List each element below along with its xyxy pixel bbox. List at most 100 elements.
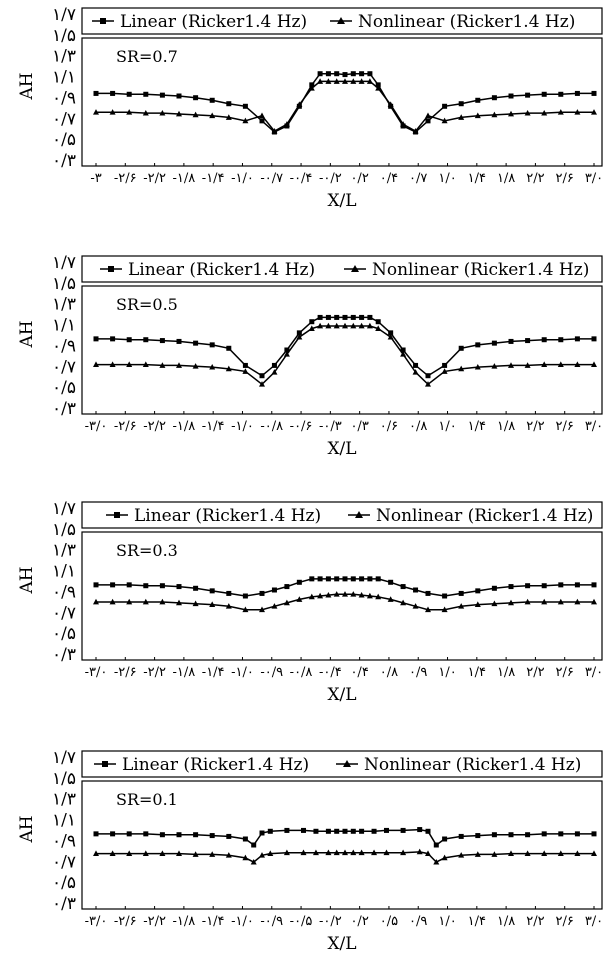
x-tick-label: ۰/۸ [380, 665, 398, 680]
y-tick-label: ۰/۳ [52, 645, 76, 665]
legend-marker-triangle [343, 760, 351, 767]
data-point-nonlinear [491, 851, 498, 857]
data-point-nonlinear [350, 849, 357, 856]
data-point-nonlinear [225, 365, 232, 372]
data-point-nonlinear [192, 111, 199, 118]
legend-box [81, 501, 603, 529]
data-point-nonlinear [387, 596, 394, 602]
data-point-nonlinear [142, 361, 149, 367]
data-point-linear [342, 314, 348, 320]
x-tick-label: -۲/۲ [143, 914, 166, 929]
data-point-linear [143, 91, 149, 97]
data-point-linear [126, 582, 132, 588]
data-point-linear [413, 587, 419, 593]
data-point-linear [413, 362, 419, 368]
x-tick-label: ۱/۸ [497, 419, 515, 434]
x-tick-label: -۰/۲ [319, 914, 342, 929]
x-tick-label: -۱/۰ [231, 171, 254, 186]
x-tick-label: -۲/۶ [114, 665, 137, 680]
data-point-linear [367, 576, 373, 582]
data-point-nonlinear [333, 849, 340, 856]
legend-label-linear: Linear (Ricker1.4 Hz) [120, 12, 307, 32]
legend-marker-square [114, 512, 120, 518]
data-point-nonlinear [317, 78, 324, 84]
data-point-nonlinear [325, 78, 332, 84]
data-point-linear [558, 831, 564, 837]
legend-marker-square [108, 266, 114, 272]
data-point-linear [491, 95, 497, 101]
data-point-nonlinear [508, 362, 514, 368]
data-point-linear [309, 319, 315, 325]
y-tick-label: ۱/۷ [52, 5, 76, 25]
data-point-nonlinear [126, 361, 133, 367]
data-point-nonlinear [557, 598, 564, 605]
data-point-linear [159, 583, 165, 589]
x-tick-label: ۱/۴ [468, 419, 486, 434]
x-tick-label: -۰/۵ [290, 914, 313, 929]
data-point-nonlinear [109, 598, 116, 605]
data-point-linear [591, 90, 597, 96]
y-tick-label: ۰/۵ [52, 873, 76, 893]
data-point-nonlinear [458, 114, 465, 120]
data-point-nonlinear [508, 110, 514, 117]
data-point-nonlinear [491, 600, 498, 607]
data-point-nonlinear [317, 322, 324, 329]
x-tick-label: -۱/۴ [202, 419, 225, 434]
x-tick-label: ۳/۰ [585, 665, 603, 680]
data-point-nonlinear [375, 85, 382, 91]
x-tick-label: -۳/۰ [85, 419, 108, 434]
data-point-nonlinear [524, 850, 531, 856]
data-point-linear [525, 583, 531, 589]
x-tick-label: ۰/۹ [409, 914, 427, 929]
y-axis-label: AH [17, 566, 37, 594]
x-tick-label: -۱/۸ [173, 665, 196, 680]
data-point-linear [242, 362, 248, 368]
y-tick-label: ۱/۵ [52, 520, 76, 540]
data-point-nonlinear [412, 369, 419, 375]
x-tick-label: ۱/۰ [438, 665, 456, 680]
data-point-nonlinear [242, 368, 249, 374]
data-point-nonlinear [425, 850, 431, 856]
data-point-nonlinear [192, 600, 199, 607]
y-tick-label: ۰/۹ [52, 336, 76, 356]
x-tick-label: ۱/۰ [438, 171, 456, 186]
x-tick-label: -۰/۶ [290, 419, 313, 434]
data-point-linear [475, 833, 481, 839]
data-point-nonlinear [350, 322, 357, 329]
data-point-linear [284, 584, 290, 590]
data-point-linear [558, 582, 564, 588]
data-point-linear [558, 337, 564, 343]
data-point-nonlinear [259, 381, 265, 387]
data-point-nonlinear [159, 109, 166, 116]
data-point-linear [193, 340, 199, 346]
data-point-nonlinear [283, 121, 290, 127]
y-tick-label: ۱/۵ [52, 274, 76, 294]
data-point-linear [442, 593, 448, 599]
x-tick-label: ۰/۴ [350, 665, 368, 680]
x-tick-label: ۱/۴ [468, 914, 486, 929]
data-point-nonlinear [541, 850, 548, 856]
data-point-linear [491, 585, 497, 591]
data-point-linear [143, 583, 149, 589]
y-tick-label: ۰/۷ [52, 852, 76, 872]
data-point-linear [267, 828, 273, 834]
data-point-linear [574, 336, 580, 342]
legend-label-linear: Linear (Ricker1.4 Hz) [134, 506, 321, 526]
data-point-nonlinear [342, 591, 348, 597]
data-point-nonlinear [142, 850, 149, 856]
y-tick-label: ۱/۳ [52, 541, 76, 561]
data-point-linear [371, 828, 377, 834]
data-point-nonlinear [400, 351, 407, 357]
data-point-nonlinear [350, 591, 357, 597]
data-point-nonlinear [126, 598, 133, 605]
chart-panel-1: Linear (Ricker1.4 Hz) Nonlinear (Ricker1.… [17, 5, 603, 211]
data-point-nonlinear [474, 112, 481, 119]
data-point-linear [93, 582, 99, 588]
x-tick-label: -۲/۶ [114, 419, 137, 434]
data-point-nonlinear [412, 603, 419, 609]
x-tick-label: -۳ [90, 171, 101, 186]
data-point-linear [226, 833, 232, 839]
data-point-nonlinear [333, 322, 340, 329]
x-tick-label: ۳/۰ [585, 419, 603, 434]
data-point-nonlinear [93, 850, 99, 856]
